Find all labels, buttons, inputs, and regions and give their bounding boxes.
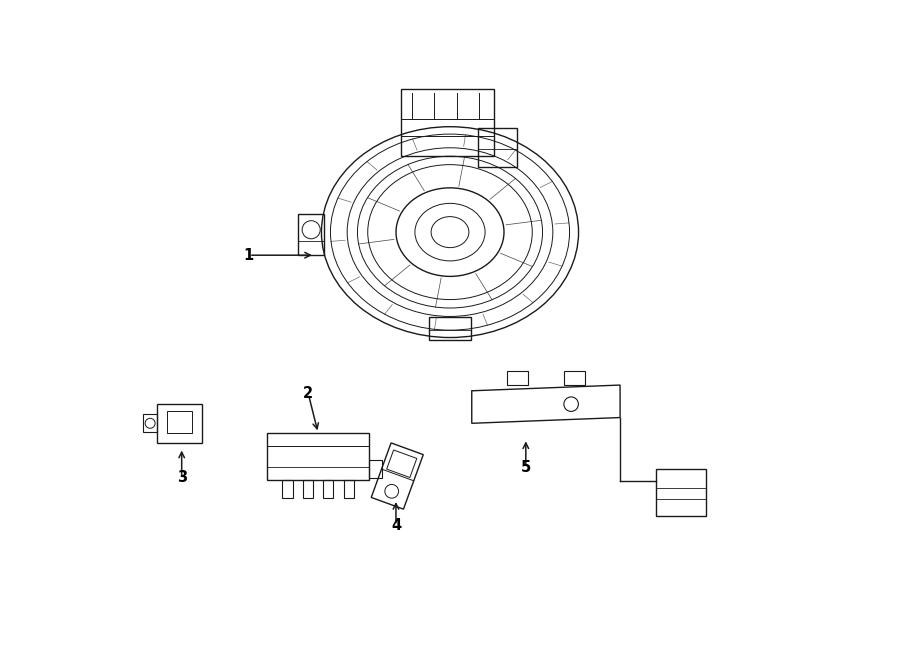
Bar bbox=[656, 469, 706, 516]
Bar bbox=[429, 317, 471, 340]
Bar bbox=[283, 480, 293, 498]
Text: 2: 2 bbox=[303, 386, 313, 401]
Bar bbox=[323, 480, 334, 498]
Bar bbox=[369, 459, 382, 477]
Bar bbox=[267, 432, 369, 480]
Bar bbox=[302, 480, 313, 498]
Text: 3: 3 bbox=[176, 470, 187, 485]
Bar bbox=[167, 411, 192, 432]
Bar bbox=[478, 128, 517, 167]
Bar bbox=[344, 480, 354, 498]
Bar bbox=[298, 214, 324, 256]
Bar bbox=[401, 89, 494, 156]
Text: 4: 4 bbox=[391, 518, 401, 533]
Text: 1: 1 bbox=[244, 248, 254, 263]
Bar bbox=[143, 414, 157, 432]
Text: 5: 5 bbox=[521, 460, 531, 475]
Bar bbox=[158, 404, 202, 443]
